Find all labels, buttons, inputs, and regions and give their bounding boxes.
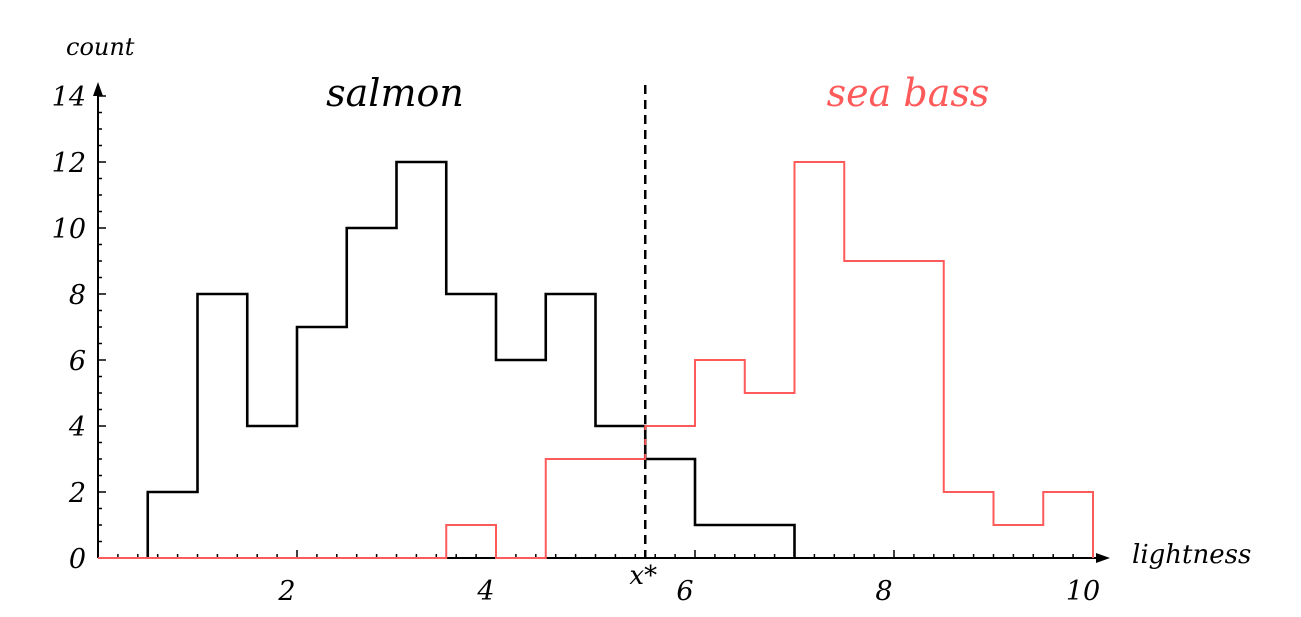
x-tick-label: 10 xyxy=(1066,576,1100,607)
y-tick-label: 12 xyxy=(52,148,86,179)
y-axis-arrow xyxy=(93,82,103,96)
x-tick-label: 8 xyxy=(875,576,892,607)
sea-bass-label: sea bass xyxy=(827,71,990,115)
threshold-label: x* xyxy=(629,561,657,591)
y-tick-label: 4 xyxy=(68,412,86,443)
histogram-series-sea-bass xyxy=(98,161,1094,559)
x-tick-label: 4 xyxy=(476,576,494,607)
y-tick-label: 8 xyxy=(69,280,86,311)
histogram-series-salmon xyxy=(146,160,796,558)
salmon-label: salmon xyxy=(326,71,464,115)
y-tick-label: 2 xyxy=(68,478,86,509)
y-tick-label: 6 xyxy=(69,346,86,377)
y-axis-label: count xyxy=(66,33,135,61)
y-tick-label: 10 xyxy=(52,214,86,245)
x-tick-label: 2 xyxy=(277,576,295,607)
x-axis-label: lightness xyxy=(1132,540,1251,570)
y-tick-label: 0 xyxy=(69,544,86,575)
x-tick-label: 6 xyxy=(676,576,693,607)
y-tick-label: 14 xyxy=(52,82,86,113)
x-axis-arrow xyxy=(1096,553,1110,563)
